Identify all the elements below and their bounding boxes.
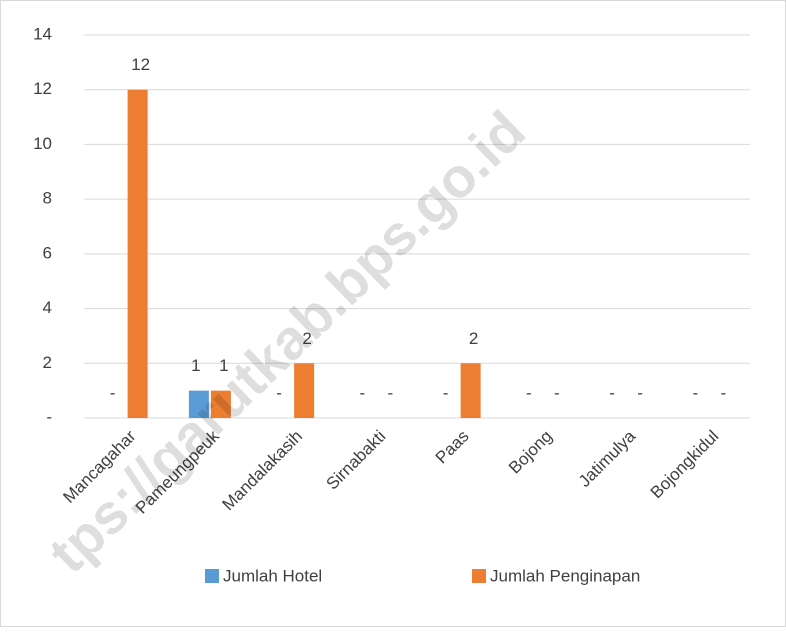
y-tick-label: 4: [43, 298, 52, 317]
data-label: 12: [131, 55, 150, 74]
legend-swatch: [205, 569, 219, 583]
y-tick-label: 10: [33, 134, 52, 153]
data-label: -: [609, 383, 615, 402]
data-label: 2: [302, 329, 311, 348]
data-label: -: [388, 383, 394, 402]
bar: [294, 363, 315, 418]
data-label: -: [276, 383, 282, 402]
data-label: -: [554, 383, 560, 402]
y-tick-label: 2: [43, 353, 52, 372]
data-label: -: [693, 383, 699, 402]
y-tick-label: 6: [43, 243, 52, 262]
bar: [188, 390, 209, 418]
bar: [210, 390, 231, 418]
data-label: -: [526, 383, 532, 402]
data-label: -: [721, 383, 727, 402]
bar: [127, 89, 148, 418]
data-label: 2: [469, 329, 478, 348]
y-tick-label: -: [46, 407, 52, 426]
y-tick-label: 12: [33, 79, 52, 98]
data-label: -: [110, 383, 116, 402]
y-tick-label: 14: [33, 24, 52, 43]
data-label: -: [443, 383, 449, 402]
legend-label: Jumlah Penginapan: [490, 566, 640, 585]
data-label: 1: [191, 356, 200, 375]
legend-swatch: [472, 569, 486, 583]
bar: [460, 363, 481, 418]
data-label: -: [360, 383, 366, 402]
data-label: 1: [219, 356, 228, 375]
y-tick-label: 8: [43, 189, 52, 208]
data-label: -: [637, 383, 643, 402]
legend-label: Jumlah Hotel: [223, 566, 322, 585]
